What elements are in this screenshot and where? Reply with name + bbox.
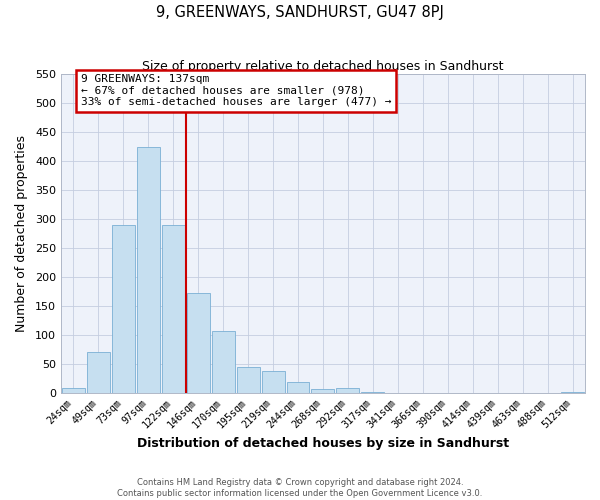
Bar <box>287 382 310 392</box>
Text: Contains HM Land Registry data © Crown copyright and database right 2024.
Contai: Contains HM Land Registry data © Crown c… <box>118 478 482 498</box>
X-axis label: Distribution of detached houses by size in Sandhurst: Distribution of detached houses by size … <box>137 437 509 450</box>
Bar <box>337 388 359 392</box>
Bar <box>187 293 209 392</box>
Bar <box>87 352 110 393</box>
Bar <box>137 146 160 392</box>
Bar <box>236 367 260 392</box>
Title: Size of property relative to detached houses in Sandhurst: Size of property relative to detached ho… <box>142 60 504 73</box>
Bar <box>212 332 235 392</box>
Bar <box>262 370 284 392</box>
Bar <box>311 389 334 392</box>
Y-axis label: Number of detached properties: Number of detached properties <box>15 135 28 332</box>
Bar <box>112 224 135 392</box>
Text: 9 GREENWAYS: 137sqm
← 67% of detached houses are smaller (978)
33% of semi-detac: 9 GREENWAYS: 137sqm ← 67% of detached ho… <box>81 74 391 108</box>
Bar <box>62 388 85 392</box>
Bar <box>162 224 185 392</box>
Text: 9, GREENWAYS, SANDHURST, GU47 8PJ: 9, GREENWAYS, SANDHURST, GU47 8PJ <box>156 5 444 20</box>
